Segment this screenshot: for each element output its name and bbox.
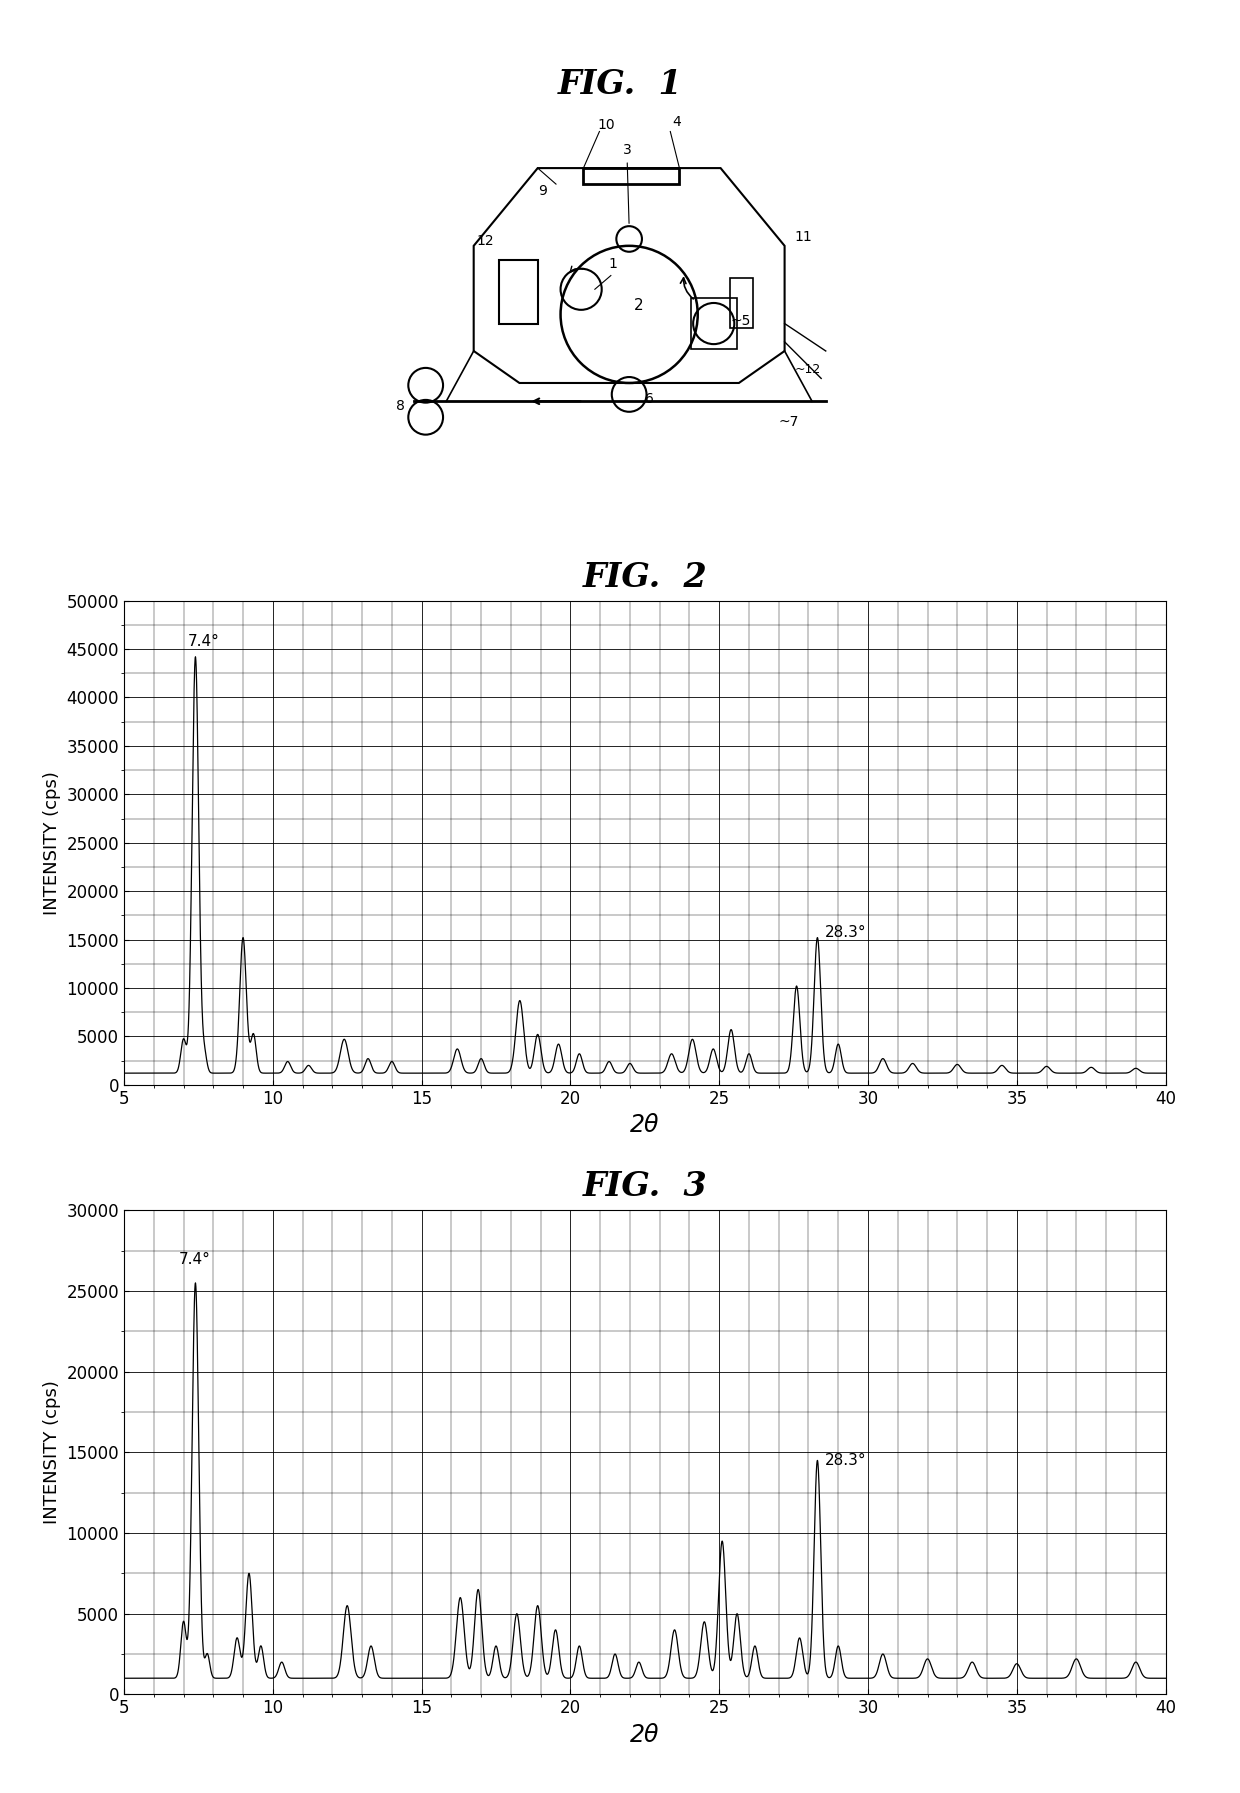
- Title: FIG.  3: FIG. 3: [583, 1171, 707, 1203]
- Text: ~5: ~5: [730, 314, 751, 328]
- Bar: [498, 260, 538, 323]
- X-axis label: 2θ: 2θ: [630, 1723, 660, 1746]
- Text: 1: 1: [609, 256, 618, 271]
- Text: 4: 4: [673, 115, 682, 129]
- Title: FIG.  2: FIG. 2: [583, 561, 707, 593]
- Text: ~12: ~12: [795, 362, 821, 377]
- Text: 28.3°: 28.3°: [825, 1454, 867, 1468]
- Text: 7.4°: 7.4°: [188, 635, 219, 649]
- Text: 2: 2: [634, 298, 644, 312]
- Text: 3: 3: [622, 143, 631, 224]
- Text: 7.4°: 7.4°: [179, 1252, 211, 1266]
- Bar: [691, 298, 737, 348]
- Text: 9: 9: [538, 185, 547, 197]
- Text: 28.3°: 28.3°: [825, 925, 867, 940]
- Text: 11: 11: [794, 230, 812, 244]
- Text: 6: 6: [645, 393, 655, 405]
- X-axis label: 2θ: 2θ: [630, 1113, 660, 1137]
- Text: ~7: ~7: [779, 414, 800, 429]
- Y-axis label: INTENSITY (cps): INTENSITY (cps): [43, 1381, 61, 1524]
- Text: 12: 12: [476, 235, 494, 247]
- Y-axis label: INTENSITY (cps): INTENSITY (cps): [43, 771, 61, 914]
- Bar: [729, 278, 753, 328]
- Text: 10: 10: [598, 118, 615, 131]
- Text: FIG.  1: FIG. 1: [558, 68, 682, 100]
- Text: 8: 8: [396, 398, 405, 412]
